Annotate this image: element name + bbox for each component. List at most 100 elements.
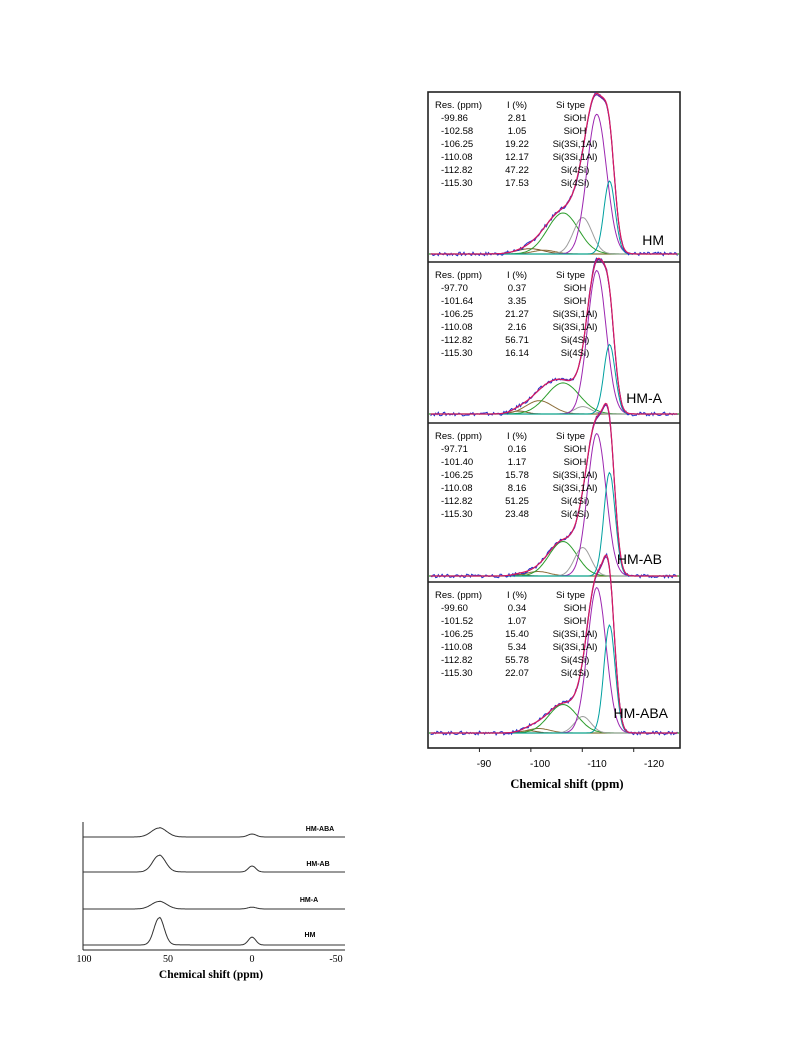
table-cell: 12.17 [505, 152, 529, 163]
table-cell: 1.07 [508, 616, 527, 627]
table-cell: 15.40 [505, 629, 529, 640]
trace-label: HM-ABA [306, 826, 334, 833]
table-cell: -106.25 [441, 309, 473, 320]
table-cell: Si(3Si,1Al) [553, 139, 598, 150]
table-cell: 22.07 [505, 668, 529, 679]
table-cell: SiOH [564, 113, 587, 124]
table-cell: SiOH [564, 126, 587, 137]
table-cell: Si(4Si) [561, 335, 590, 346]
panel-hm-a: Res. (ppm) I (%) Si type -97.70 0.37 SiOH -101… [428, 257, 680, 417]
table-header: I (%) [507, 100, 527, 111]
x-tick-label: -100 [530, 759, 550, 770]
trace-hm-a [83, 900, 345, 910]
table-cell: -115.30 [441, 668, 473, 679]
table-cell: 2.81 [508, 113, 527, 124]
x-tick-label: 0 [250, 954, 255, 965]
table-cell: 1.17 [508, 457, 527, 468]
table-cell: -106.25 [441, 470, 473, 481]
table-header: I (%) [507, 270, 527, 281]
x-tick-label: -50 [329, 954, 342, 965]
table-cell: -112.82 [441, 335, 473, 346]
table-cell: -112.82 [441, 165, 473, 176]
table-cell: SiOH [564, 603, 587, 614]
x-axis-title: Chemical shift (ppm) [159, 969, 263, 981]
trace-label: HM-A [300, 897, 318, 904]
table-cell: Si(3Si,1Al) [553, 483, 598, 494]
plot-frame [427, 91, 681, 749]
table-cell: Si(4Si) [561, 655, 590, 666]
table-header: Si type [556, 100, 585, 111]
table-cell: -112.82 [441, 655, 473, 666]
trace-hm-aba [83, 827, 345, 838]
table-header: Res. (ppm) [435, 590, 482, 601]
trace-label: HM [305, 932, 316, 939]
table-cell: -106.25 [441, 629, 473, 640]
table-cell: -106.25 [441, 139, 473, 150]
table-cell: -110.08 [441, 642, 473, 653]
table-cell: 17.53 [505, 178, 529, 189]
panel-label: HM-AB [617, 551, 662, 567]
table-cell: -99.86 [441, 113, 468, 124]
x-tick-label: 100 [77, 954, 92, 965]
table-cell: 0.16 [508, 444, 527, 455]
trace-label: HM-AB [306, 861, 329, 868]
table-cell: Si(3Si,1Al) [553, 470, 598, 481]
table-cell: Si(4Si) [561, 668, 590, 679]
table-cell: Si(4Si) [561, 496, 590, 507]
table-cell: -115.30 [441, 348, 473, 359]
table-header: I (%) [507, 431, 527, 442]
x-tick-label: -110 [587, 759, 607, 770]
table-header: Res. (ppm) [435, 100, 482, 111]
table-cell: SiOH [564, 457, 587, 468]
panel-hm: Res. (ppm) I (%) Si type -99.86 2.81 SiOH -102… [429, 91, 679, 257]
table-cell: 21.27 [505, 309, 529, 320]
table-cell: 16.14 [505, 348, 529, 359]
table-cell: 5.34 [508, 642, 527, 653]
table-cell: 0.37 [508, 283, 527, 294]
x-axis-title: Chemical shift (ppm) [510, 777, 623, 791]
table-cell: 56.71 [505, 335, 529, 346]
trace-hm-ab [83, 854, 345, 873]
table-cell: -110.08 [441, 152, 473, 163]
stacked-traces: HM-ABA HM-AB HM-A HM [83, 826, 345, 946]
table-cell: 23.48 [505, 509, 529, 520]
spectrum-panels: Res. (ppm) I (%) Si type -99.86 2.81 SiOH -102… [428, 91, 680, 752]
table-header: Res. (ppm) [435, 431, 482, 442]
x-tick-label: -120 [644, 759, 664, 770]
table-cell: -115.30 [441, 178, 473, 189]
table-cell: Si(4Si) [561, 165, 590, 176]
table-cell: Si(3Si,1Al) [553, 642, 598, 653]
panel-hm-aba: Res. (ppm) I (%) Si type -99.60 0.34 SiOH -101… [428, 552, 680, 737]
fit-sum [430, 402, 678, 577]
fit-sum [430, 92, 678, 255]
table-cell: -102.58 [441, 126, 473, 137]
panel-label: HM-ABA [614, 705, 669, 721]
table-cell: -115.30 [441, 509, 473, 520]
table-cell: Si(4Si) [561, 348, 590, 359]
panel-label: HM [642, 232, 664, 248]
panel-label: HM-A [626, 390, 662, 406]
table-cell: 47.22 [505, 165, 529, 176]
table-cell: -112.82 [441, 496, 473, 507]
table-cell: -101.40 [441, 457, 473, 468]
table-cell: -110.08 [441, 322, 473, 333]
table-cell: 55.78 [505, 655, 529, 666]
table-cell: SiOH [564, 616, 587, 627]
table-cell: 3.35 [508, 296, 527, 307]
table-cell: -110.08 [441, 483, 473, 494]
x-axis: 100 50 0 -50 [77, 954, 343, 965]
x-tick-label: -90 [477, 759, 492, 770]
x-tick-label: 50 [163, 954, 173, 965]
table-cell: Si(3Si,1Al) [553, 629, 598, 640]
panel-hm-ab: Res. (ppm) I (%) Si type -97.71 0.16 SiOH -101… [428, 402, 680, 579]
table-header: Res. (ppm) [435, 270, 482, 281]
table-cell: Si(4Si) [561, 509, 590, 520]
table-cell: Si(3Si,1Al) [553, 322, 598, 333]
trace-hm [83, 916, 345, 946]
table-header: I (%) [507, 590, 527, 601]
table-cell: 2.16 [508, 322, 527, 333]
fit-sum [430, 257, 678, 415]
table-cell: 8.16 [508, 483, 527, 494]
